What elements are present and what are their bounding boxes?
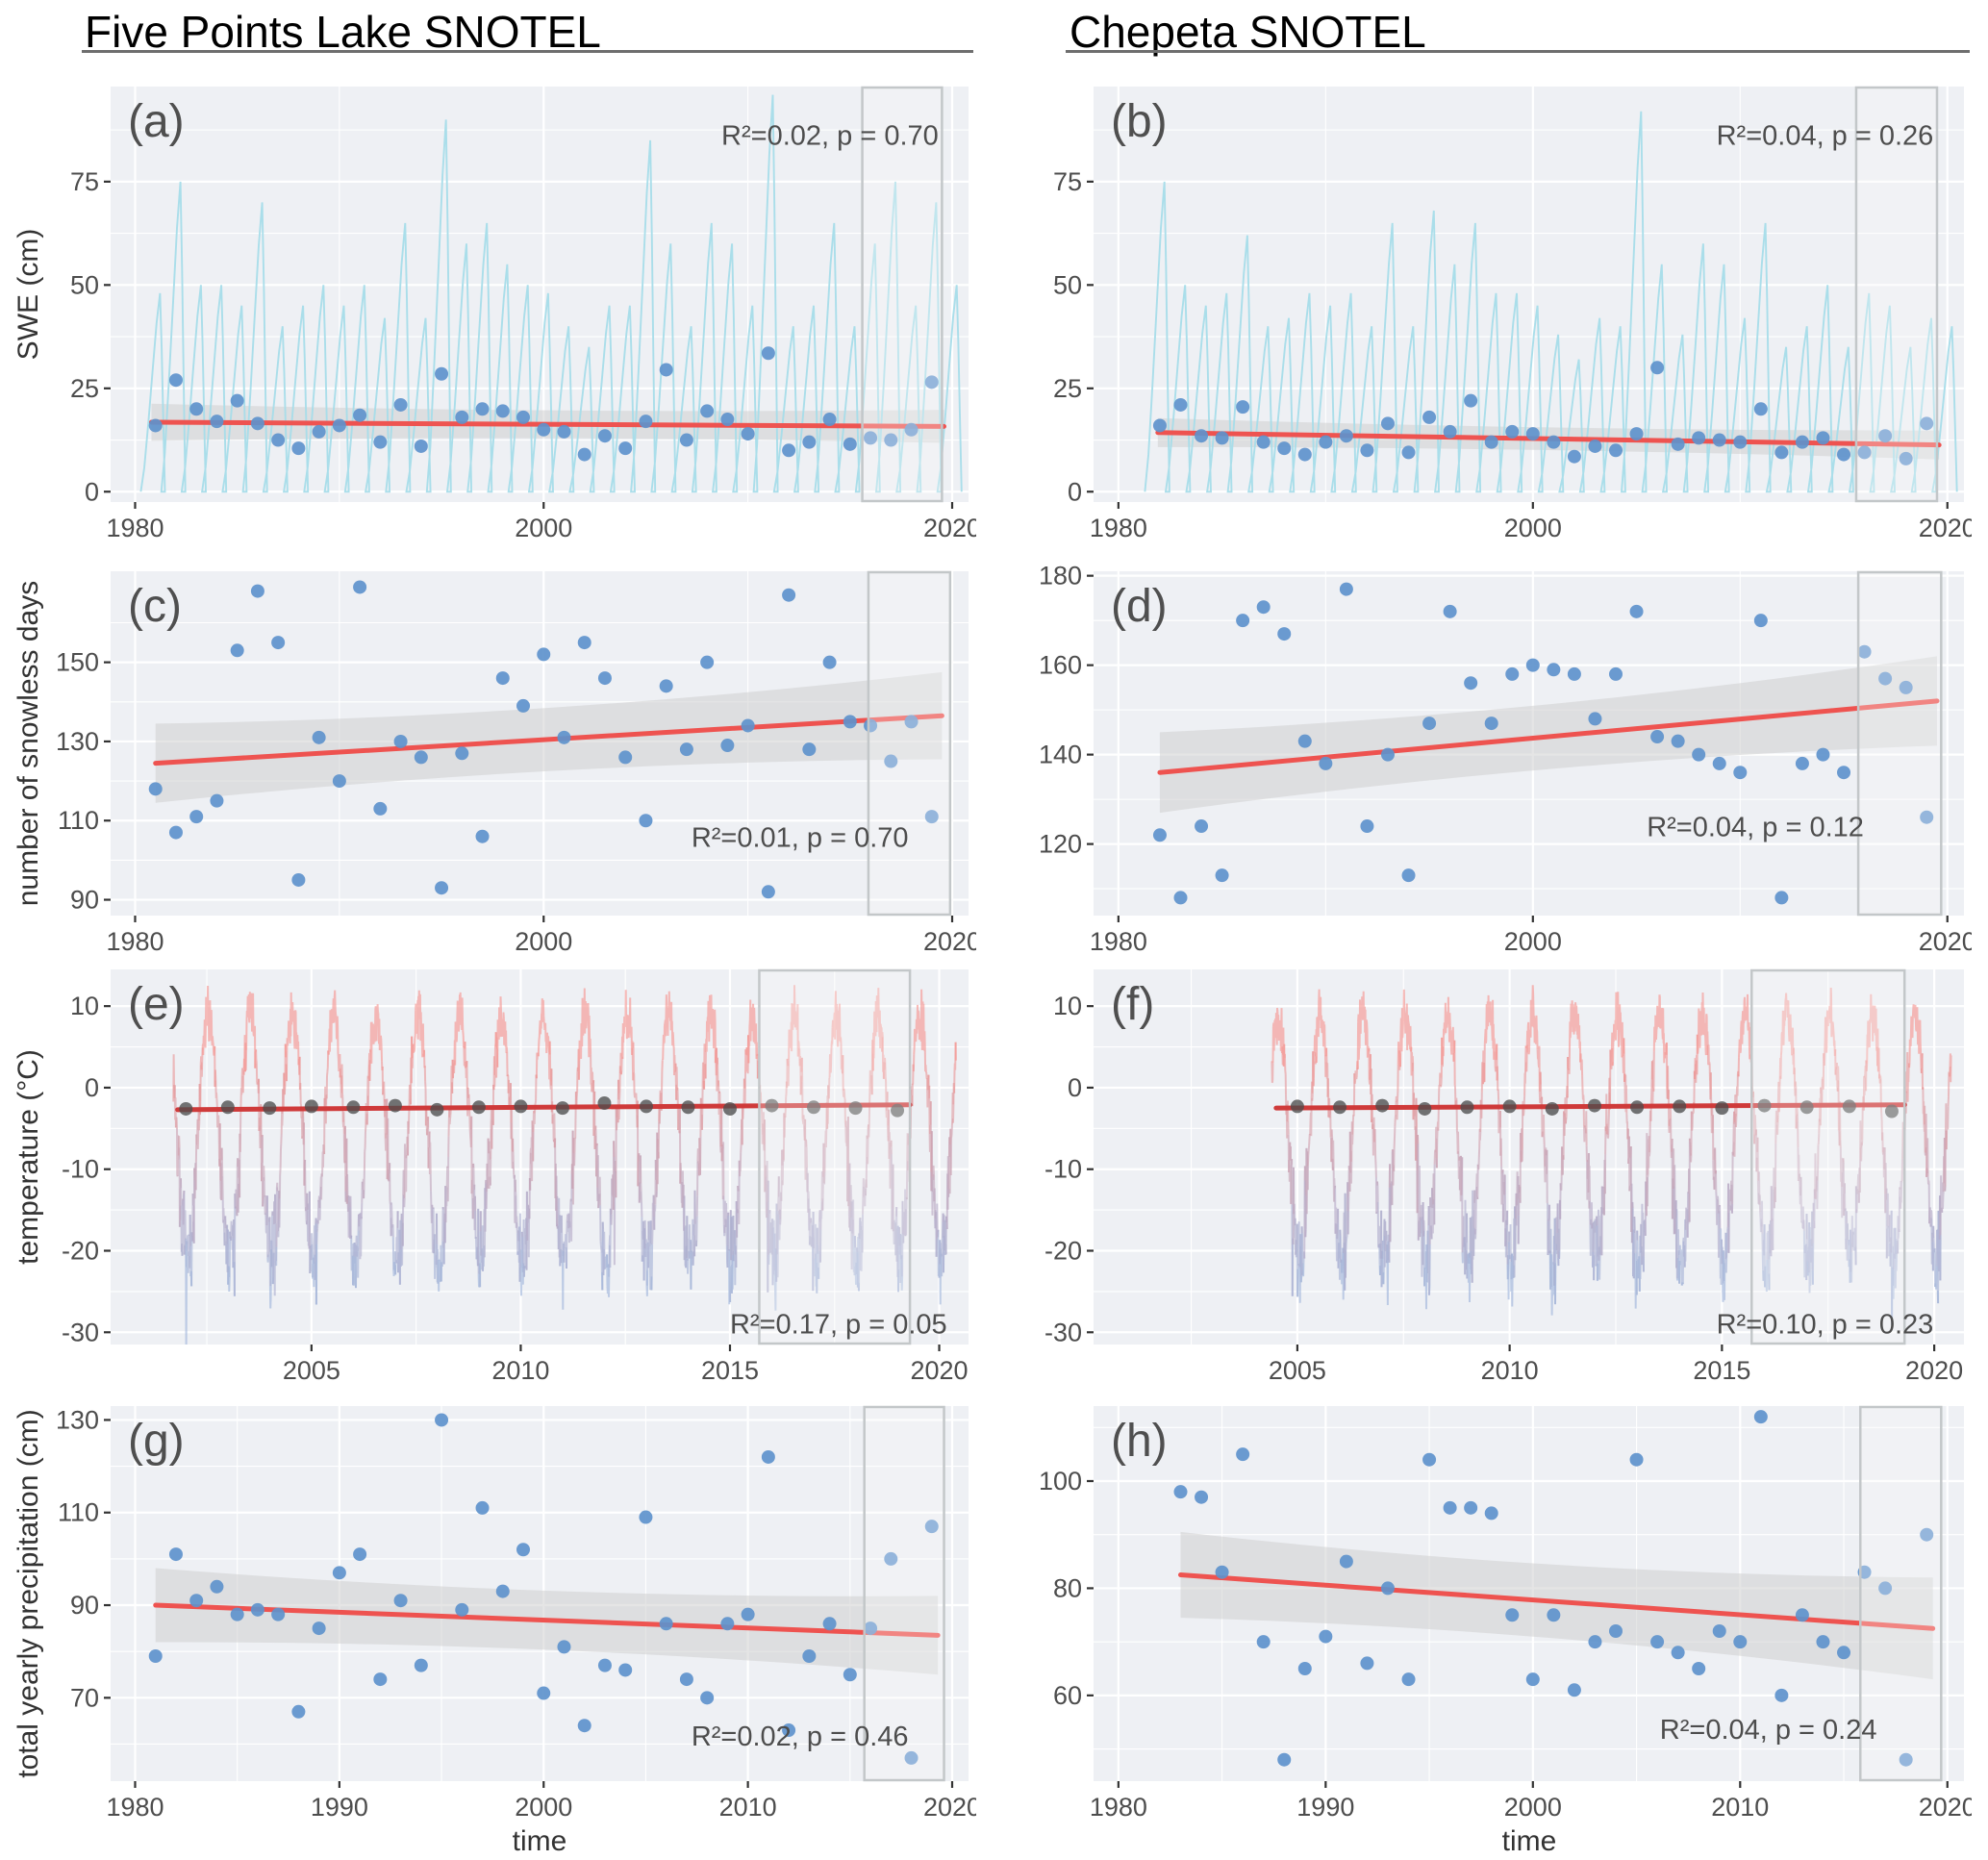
svg-text:130: 130: [56, 727, 99, 756]
svg-text:2000: 2000: [1504, 514, 1562, 542]
chart-panel-g-precip-five-points: (g) R²=0.02, p = 0.46 1980 1990 2000 2010 2020…: [56, 1405, 976, 1822]
svg-text:-30: -30: [1044, 1318, 1082, 1346]
svg-text:2000: 2000: [515, 514, 572, 542]
svg-text:10: 10: [70, 992, 99, 1020]
chart-panel-h-precip-chepeta: (h) R²=0.04, p = 0.24 1980 1990 2000 2010 2020…: [1039, 1405, 1972, 1822]
chart-panel-a-swe-five-points: (a) R²=0.02, p = 0.70 1980 2000 2020 0 25 50 75: [70, 86, 976, 542]
svg-text:2020: 2020: [911, 1356, 969, 1385]
svg-text:-20: -20: [1044, 1237, 1082, 1266]
title-underline-right: [1066, 50, 1970, 53]
svg-text:90: 90: [70, 886, 99, 915]
svg-text:60: 60: [1053, 1681, 1082, 1710]
svg-text:2020: 2020: [923, 514, 976, 542]
svg-text:2010: 2010: [719, 1793, 777, 1822]
column-title-left: Five Points Lake SNOTEL: [85, 7, 601, 57]
svg-text:-20: -20: [62, 1237, 99, 1266]
svg-text:110: 110: [58, 1498, 99, 1527]
svg-text:2000: 2000: [1504, 927, 1562, 952]
svg-text:2015: 2015: [1693, 1356, 1750, 1385]
svg-text:50: 50: [1053, 270, 1082, 299]
svg-text:R²=0.02, p = 0.70: R²=0.02, p = 0.70: [721, 120, 939, 151]
chart-panel-f-temp-chepeta: (f) R²=0.10, p = 0.23 2005 2010 2015 2020 10 0 -…: [1044, 968, 1964, 1385]
svg-text:(d): (d): [1111, 581, 1168, 632]
svg-text:2010: 2010: [1481, 1356, 1539, 1385]
chart-panel-e-temp-five-points: (e) R²=0.17, p = 0.05 2005 2010 2015 2020 10 0 -…: [62, 968, 969, 1385]
svg-text:R²=0.10, p = 0.23: R²=0.10, p = 0.23: [1717, 1309, 1934, 1340]
title-underline-left: [82, 50, 973, 53]
svg-text:R²=0.01, p = 0.70: R²=0.01, p = 0.70: [692, 822, 909, 853]
svg-text:(b): (b): [1111, 96, 1168, 147]
svg-text:-10: -10: [1044, 1155, 1082, 1184]
svg-text:100: 100: [1039, 1467, 1082, 1496]
svg-text:2020: 2020: [923, 1793, 976, 1822]
svg-text:130: 130: [56, 1405, 99, 1434]
svg-text:120: 120: [1039, 830, 1082, 859]
svg-text:160: 160: [1039, 651, 1082, 680]
svg-text:140: 140: [1039, 741, 1082, 769]
svg-text:2020: 2020: [923, 927, 976, 952]
svg-text:2020: 2020: [1919, 927, 1972, 952]
svg-text:150: 150: [56, 648, 99, 677]
svg-text:2020: 2020: [1919, 514, 1972, 542]
svg-text:70: 70: [70, 1683, 99, 1712]
svg-text:2005: 2005: [283, 1356, 340, 1385]
svg-text:1990: 1990: [311, 1793, 368, 1822]
svg-text:2000: 2000: [515, 927, 572, 952]
y-axis-title-temperature: temperature (°C): [13, 1049, 44, 1265]
svg-text:R²=0.04, p = 0.26: R²=0.04, p = 0.26: [1717, 120, 1934, 151]
svg-text:2005: 2005: [1269, 1356, 1326, 1385]
svg-text:180: 180: [1039, 562, 1082, 591]
svg-text:25: 25: [1053, 374, 1082, 403]
svg-text:(h): (h): [1111, 1416, 1168, 1467]
y-axis-title-precipitation: total yearly precipitation (cm): [13, 1409, 44, 1778]
x-axis-title-right: time: [1501, 1825, 1557, 1857]
svg-text:(g): (g): [128, 1416, 185, 1467]
svg-text:2020: 2020: [1905, 1356, 1963, 1385]
chart-panel-b-swe-chepeta: (b) R²=0.04, p = 0.26 1980 2000 2020 0 25 50 75: [1053, 86, 1972, 542]
svg-text:0: 0: [85, 477, 99, 506]
chart-panel-d-snowless-chepeta: (d) R²=0.04, p = 0.12 1980 2000 2020 120 140 16…: [1039, 562, 1972, 952]
svg-text:2000: 2000: [515, 1793, 572, 1822]
svg-text:R²=0.02, p = 0.46: R²=0.02, p = 0.46: [692, 1722, 909, 1752]
svg-text:-10: -10: [62, 1155, 99, 1184]
svg-text:0: 0: [1068, 1073, 1082, 1102]
svg-text:75: 75: [70, 167, 99, 196]
svg-text:2010: 2010: [1711, 1793, 1769, 1822]
svg-text:2000: 2000: [1504, 1793, 1562, 1822]
svg-text:2020: 2020: [1919, 1793, 1972, 1822]
svg-text:10: 10: [1053, 992, 1082, 1020]
svg-text:25: 25: [70, 374, 99, 403]
svg-text:R²=0.17, p = 0.05: R²=0.17, p = 0.05: [730, 1309, 947, 1340]
svg-text:2010: 2010: [491, 1356, 549, 1385]
svg-text:1980: 1980: [1090, 1793, 1147, 1822]
column-title-right: Chepeta SNOTEL: [1069, 7, 1426, 57]
x-axis-title-left: time: [512, 1825, 567, 1857]
svg-text:R²=0.04, p = 0.12: R²=0.04, p = 0.12: [1647, 813, 1864, 843]
chart-panel-c-snowless-five-points: (c) R²=0.01, p = 0.70 1980 2000 2020 90 110 130…: [56, 570, 976, 952]
svg-text:2015: 2015: [701, 1356, 759, 1385]
svg-text:1980: 1980: [1090, 514, 1147, 542]
y-axis-title-snowless-days: number of snowless days: [13, 580, 44, 907]
svg-text:90: 90: [70, 1591, 99, 1620]
svg-text:50: 50: [70, 270, 99, 299]
svg-text:110: 110: [58, 806, 99, 835]
svg-text:75: 75: [1053, 167, 1082, 196]
y-axis-title-swe: SWE (cm): [13, 228, 44, 361]
svg-text:(f): (f): [1111, 979, 1154, 1030]
svg-text:(e): (e): [128, 979, 185, 1030]
svg-text:0: 0: [1068, 477, 1082, 506]
svg-text:80: 80: [1053, 1573, 1082, 1602]
svg-text:1980: 1980: [1090, 927, 1147, 952]
svg-text:1980: 1980: [106, 1793, 164, 1822]
svg-text:1980: 1980: [106, 927, 164, 952]
svg-text:(a): (a): [128, 96, 185, 147]
svg-text:1980: 1980: [106, 514, 164, 542]
svg-text:1990: 1990: [1296, 1793, 1354, 1822]
svg-text:R²=0.04, p = 0.24: R²=0.04, p = 0.24: [1660, 1715, 1877, 1746]
svg-text:-30: -30: [62, 1318, 99, 1346]
svg-text:0: 0: [85, 1073, 99, 1102]
svg-text:(c): (c): [128, 581, 182, 632]
